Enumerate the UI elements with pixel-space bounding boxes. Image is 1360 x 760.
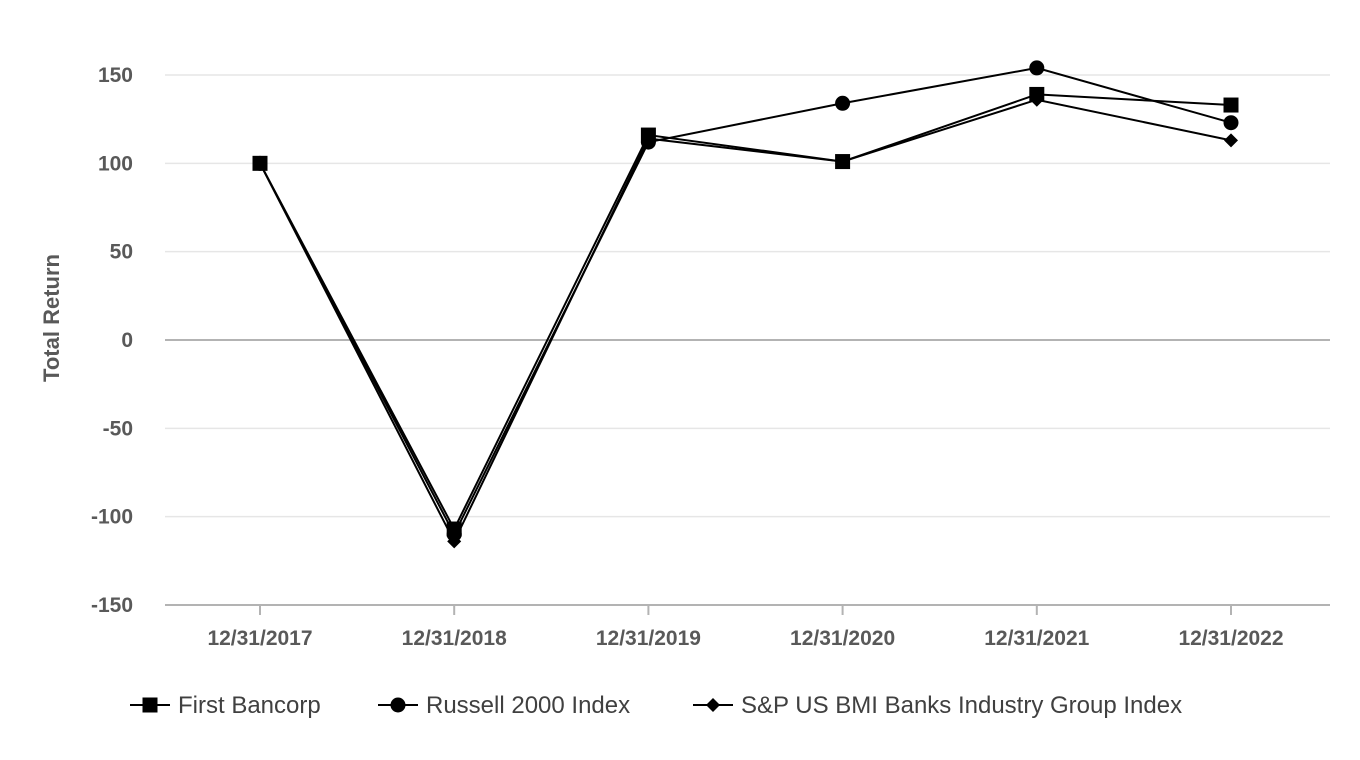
data-point bbox=[446, 526, 462, 542]
data-point bbox=[1029, 60, 1045, 76]
data-point bbox=[1223, 97, 1239, 113]
series-1 bbox=[252, 86, 1239, 537]
series-line bbox=[259, 93, 1232, 532]
series-line bbox=[259, 66, 1232, 537]
data-point bbox=[835, 154, 850, 169]
legend-label: S&P US BMI Banks Industry Group Index bbox=[741, 692, 1182, 719]
y-tick-label: 150 bbox=[98, 64, 133, 87]
x-tick-label: 12/31/2018 bbox=[402, 627, 507, 650]
x-axis-tick-labels: 12/31/2017 12/31/2018 12/31/2019 12/31/2020… bbox=[207, 605, 1284, 650]
y-tick-label: 100 bbox=[98, 152, 133, 175]
legend-marker bbox=[142, 697, 158, 713]
series-line bbox=[259, 98, 1232, 544]
y-tick-label: -150 bbox=[91, 594, 133, 617]
data-point bbox=[447, 534, 462, 549]
y-axis-title: Total Return bbox=[39, 254, 64, 382]
y-tick-label: -50 bbox=[103, 417, 133, 440]
legend-item: Russell 2000 Index bbox=[378, 692, 630, 719]
y-axis-tick-labels: 150 100 50 0 -50 -100 -150 bbox=[91, 64, 133, 617]
series-2 bbox=[252, 60, 1239, 542]
y-tick-label: 0 bbox=[121, 329, 133, 352]
gridlines bbox=[165, 74, 1330, 606]
x-tick-label: 12/31/2019 bbox=[596, 627, 701, 650]
data-point bbox=[1223, 115, 1239, 131]
x-tick-label: 12/31/2020 bbox=[790, 627, 895, 650]
x-tick-label: 12/31/2017 bbox=[207, 627, 312, 650]
y-tick-label: 50 bbox=[110, 241, 133, 264]
x-tick-label: 12/31/2022 bbox=[1178, 627, 1283, 650]
data-point bbox=[1224, 133, 1238, 148]
legend: First Bancorp Russell 2000 Index S&P US BM… bbox=[130, 692, 1182, 719]
legend-item: First Bancorp bbox=[130, 692, 321, 719]
data-point bbox=[835, 95, 851, 111]
legend-marker bbox=[706, 698, 720, 712]
data-point bbox=[253, 156, 267, 171]
legend-label: Russell 2000 Index bbox=[426, 692, 630, 719]
legend-marker bbox=[390, 697, 406, 713]
legend-item: S&P US BMI Banks Industry Group Index bbox=[693, 692, 1182, 719]
y-tick-label: -100 bbox=[91, 506, 133, 529]
data-point bbox=[1029, 92, 1044, 107]
x-tick-label: 12/31/2021 bbox=[984, 627, 1089, 650]
legend-label: First Bancorp bbox=[178, 692, 321, 719]
series-lines bbox=[252, 60, 1239, 549]
data-point bbox=[641, 131, 656, 146]
series-3 bbox=[253, 92, 1238, 549]
